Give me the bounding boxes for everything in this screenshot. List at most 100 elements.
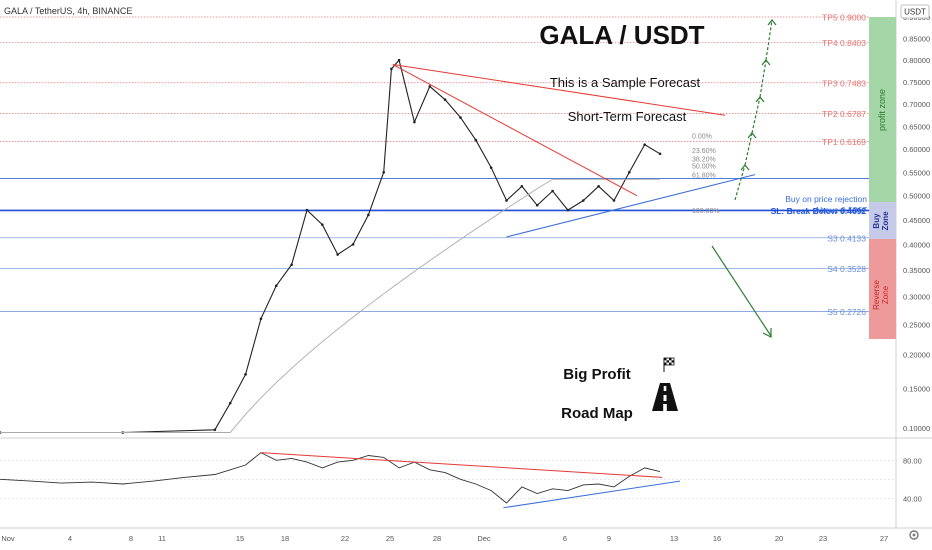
time-axis-label: 9: [607, 534, 611, 543]
rsi-pane[interactable]: [0, 440, 896, 528]
time-axis-label: 18: [281, 534, 289, 543]
profit-zone-label: profit zone: [877, 89, 887, 131]
price-axis-label: 0.85000: [903, 34, 930, 43]
reversal-arrow: [711, 245, 772, 337]
rsi-line: [0, 452, 661, 504]
level-label: TP5 0.9000: [822, 13, 866, 23]
time-axis-label: 11: [158, 534, 166, 543]
price-point: [336, 253, 339, 256]
price-point: [390, 67, 393, 71]
price-axis-label: 0.15000: [903, 384, 930, 393]
level-label: TP1 0.6169: [822, 137, 866, 147]
main-pane[interactable]: [0, 0, 896, 436]
sample-forecast-note: This is a Sample Forecast: [550, 75, 701, 90]
gear-icon[interactable]: [909, 530, 919, 540]
time-axis-label: 28: [433, 534, 441, 543]
price-axis-label: 0.35000: [903, 266, 930, 275]
price-point: [428, 85, 432, 88]
time-axis-label: 23: [819, 534, 827, 543]
time-axis-label: 20: [775, 534, 783, 543]
price-axis-label: 0.25000: [903, 321, 930, 330]
price-point: [474, 138, 478, 142]
price-axis[interactable]: 0.900000.850000.800000.750000.700000.650…: [903, 13, 930, 433]
price-axis-label: 0.30000: [903, 292, 930, 301]
price-point: [351, 243, 355, 246]
time-axis-label: Dec: [477, 534, 491, 543]
time-axis-label: 25: [386, 534, 394, 543]
price-axis-label: 0.50000: [903, 192, 930, 201]
price-axis-label: 0.45000: [903, 216, 930, 225]
price-point: [520, 184, 524, 188]
fib-level-label: 23.60%: [692, 148, 716, 155]
projection-arrow: [744, 132, 753, 166]
reverse-zone: [869, 239, 896, 339]
reverse-zone-label-line1: Reverse: [872, 280, 881, 310]
price-point: [658, 152, 662, 156]
short-term-note: Short-Term Forecast: [568, 109, 687, 124]
buy-note-line1: Buy on price rejection: [785, 194, 867, 204]
rsi-support-line: [503, 480, 681, 509]
price-point: [628, 170, 631, 174]
fib-level-label: 0.00%: [692, 134, 712, 141]
price-axis-label: 0.20000: [903, 351, 930, 360]
price-point: [274, 284, 278, 288]
buy-zone: [869, 202, 896, 239]
price-point: [597, 184, 600, 188]
price-point: [213, 428, 217, 432]
rsi-series: 80.00 40.00: [0, 452, 922, 509]
level-label: S4 0.3528: [827, 264, 866, 274]
descending-trendline: [392, 64, 638, 197]
time-axis-label: 15: [236, 534, 244, 543]
reversal-arrowhead: [762, 328, 772, 338]
price-point: [228, 401, 232, 405]
price-axis-label: 0.60000: [903, 145, 930, 154]
road-icon: [652, 383, 678, 411]
currency-badge: USDT: [904, 8, 926, 17]
projection-arrow: [751, 96, 761, 134]
currency-badge-box[interactable]: [900, 4, 930, 19]
time-axis-label: 4: [68, 534, 72, 543]
price-point: [367, 213, 370, 217]
level-label: TP3 0.7483: [822, 78, 866, 88]
time-axis[interactable]: Nov 4 8 11 15 18 22 25 28 Dec 6 9 13 16 20 23 27: [1, 534, 888, 543]
time-axis-label: 27: [880, 534, 888, 543]
price-point: [305, 208, 309, 212]
time-axis-label: 6: [563, 534, 567, 543]
price-point: [566, 208, 570, 212]
buy-note-line2: Above 0.5367: [815, 205, 868, 215]
price-point: [321, 223, 324, 226]
big-profit-label: Big Profit: [563, 366, 631, 383]
road-map-label: Road Map: [561, 405, 633, 422]
price-point: [489, 166, 493, 169]
level-label: TP4 0.8403: [822, 38, 866, 48]
price-series: [0, 58, 662, 434]
time-axis-label: Nov: [1, 534, 15, 543]
price-point: [581, 199, 585, 202]
price-point: [535, 203, 539, 207]
price-point: [259, 317, 263, 321]
fib-level-label: 50.00%: [692, 163, 716, 170]
level-label: S3 0.4133: [827, 233, 866, 243]
time-axis-label: 8: [129, 534, 133, 543]
rsi-axis-label: 80.00: [903, 456, 922, 465]
price-axis-label: 0.40000: [903, 240, 930, 249]
price-point: [244, 373, 247, 376]
level-label: TP2 0.6787: [822, 109, 866, 119]
fib-level-label: 100.00%: [692, 208, 720, 215]
time-axis-label: 22: [341, 534, 349, 543]
rsi-axis-label: 40.00: [903, 494, 922, 503]
moving-average-line: [0, 178, 660, 433]
fib-level-label: 61.80%: [692, 173, 716, 180]
fib-level-label: 38.20%: [692, 156, 716, 163]
price-axis-label: 0.65000: [903, 123, 930, 132]
level-label: SL: Break Below 0.4692: [771, 206, 867, 216]
checkered-flag-icon: [663, 357, 675, 372]
price-point: [612, 199, 616, 202]
buy-zone-label-line1: Buy: [872, 213, 881, 229]
projection-arrowhead: [767, 19, 777, 26]
price-point: [290, 263, 293, 267]
price-point: [551, 189, 554, 193]
big-title: GALA / USDT: [539, 20, 704, 50]
